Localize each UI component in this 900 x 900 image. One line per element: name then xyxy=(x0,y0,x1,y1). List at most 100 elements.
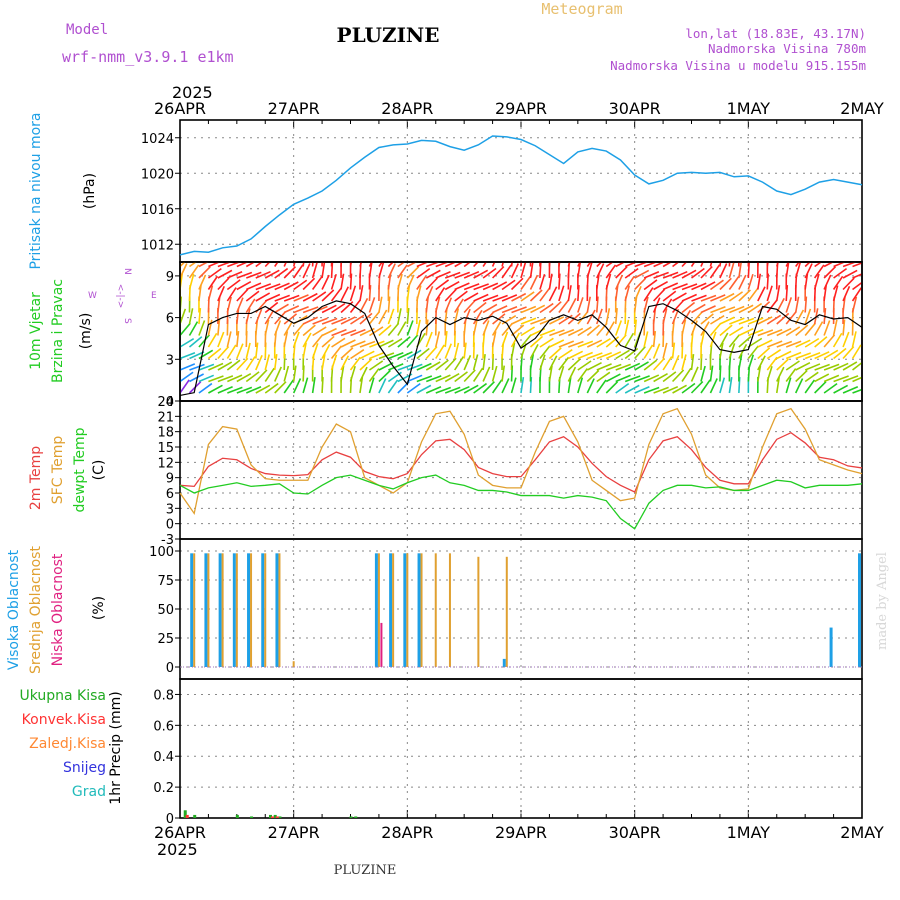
wind-arrow xyxy=(567,297,577,313)
wind-arrow xyxy=(833,384,849,394)
wind-arrow xyxy=(406,334,419,348)
wind-arrow xyxy=(804,263,813,279)
wind-arrow xyxy=(804,322,816,337)
wind-arrow xyxy=(501,294,518,302)
wind-arrow xyxy=(852,361,862,371)
y-tick-label: 3 xyxy=(166,353,174,368)
wind-arrow xyxy=(321,289,335,302)
wind-arrow xyxy=(586,262,593,279)
cloud-mid-bar xyxy=(264,553,267,667)
wind-arrow xyxy=(188,321,199,336)
wind-arrow xyxy=(416,285,422,302)
wind-arrow xyxy=(738,327,754,337)
wind-arrow xyxy=(511,292,527,302)
wind-arrow xyxy=(425,277,438,291)
wind-arrow xyxy=(653,281,668,291)
wind-arrow xyxy=(198,374,215,383)
wind-arrow xyxy=(615,363,631,371)
wind-arrow xyxy=(709,378,718,394)
wind-arrow xyxy=(454,271,470,279)
wind-arrow xyxy=(795,361,811,371)
wind-arrow xyxy=(407,363,423,371)
wind-arrow xyxy=(577,262,581,267)
wind-arrow xyxy=(672,292,687,302)
wind-arrow xyxy=(624,275,635,290)
wind-arrow xyxy=(473,269,489,279)
wind-arrow xyxy=(321,354,326,371)
wind-arrow xyxy=(359,340,376,348)
wind-arrow xyxy=(255,262,264,268)
wind-arrow xyxy=(227,270,243,279)
wind-arrow xyxy=(605,373,621,383)
wind-arrow xyxy=(823,266,837,279)
wind-arrow xyxy=(747,345,759,359)
time-label-top: 27APR xyxy=(268,99,320,118)
wind-arrow xyxy=(643,271,660,279)
wind-arrow xyxy=(757,329,774,337)
wind-arrow xyxy=(180,263,188,279)
wind-arrow xyxy=(586,361,602,371)
wind-arrow xyxy=(340,355,350,371)
wind-arrow xyxy=(833,375,849,383)
wind-arrow xyxy=(292,378,302,394)
wind-arrow xyxy=(501,365,506,382)
wind-arrow xyxy=(406,349,422,360)
wind-arrow xyxy=(444,386,461,394)
wind-arrow xyxy=(236,297,244,313)
wind-arrow xyxy=(359,350,375,360)
cloud-panel: 0 25 50 75 100 xyxy=(149,538,863,680)
wind-arrow xyxy=(814,381,827,394)
wind-arrow xyxy=(407,374,423,383)
wind-arrow xyxy=(624,267,639,279)
wind-arrow xyxy=(245,298,256,313)
wind-arrow xyxy=(662,342,668,359)
compass-arrows: <-|-> xyxy=(115,284,125,309)
y-tick-label: 1020 xyxy=(141,167,174,182)
wind-arrow xyxy=(340,365,345,382)
wind-arrow xyxy=(330,354,338,371)
wind-arrow xyxy=(463,270,480,279)
wind-arrow xyxy=(425,361,441,371)
wind-arrow xyxy=(236,271,253,279)
y-tick-label: 0 xyxy=(166,661,174,676)
wind-arrow xyxy=(861,277,862,278)
wind-arrow xyxy=(491,379,503,394)
wind-arrow xyxy=(463,384,479,394)
wind-arrow xyxy=(416,375,433,383)
wind-arrow xyxy=(473,283,489,291)
wind-arrow xyxy=(633,319,637,336)
y-tick-label: 12 xyxy=(157,456,174,471)
wind-arrow xyxy=(596,363,612,371)
wind-arrow xyxy=(473,262,480,268)
wind-arrow xyxy=(350,314,365,325)
wind-arrow xyxy=(245,308,251,325)
wind-arrow xyxy=(425,375,442,383)
wind-arrow xyxy=(795,339,811,348)
wind-arrow xyxy=(349,285,357,302)
wind-arrow xyxy=(340,316,356,325)
wind-arrow xyxy=(567,262,571,267)
wind-arrow xyxy=(757,355,766,371)
wind-arrow xyxy=(757,347,771,360)
wind-arrow xyxy=(852,281,862,291)
wind-arrow xyxy=(368,360,384,371)
wind-arrow xyxy=(643,359,658,371)
wind-arrow xyxy=(861,392,862,393)
cloud-mid-bar xyxy=(377,553,380,667)
wind-arrow xyxy=(643,296,649,313)
wind-arrow xyxy=(624,375,641,383)
wind-arrow xyxy=(653,271,669,279)
time-label-top: 26APR xyxy=(154,99,206,118)
wind-arrow xyxy=(671,308,680,325)
wind-arrow xyxy=(719,316,735,325)
wind-arrow xyxy=(785,311,797,325)
wind-arrow xyxy=(634,375,650,383)
wind-arrow xyxy=(435,270,451,279)
wind-arrow xyxy=(776,366,785,382)
wind-arrow xyxy=(397,363,414,371)
wind-arrow xyxy=(511,316,527,325)
wind-arrow xyxy=(605,273,612,290)
precip-total-bar xyxy=(273,814,277,818)
wind-arrow xyxy=(586,262,592,267)
